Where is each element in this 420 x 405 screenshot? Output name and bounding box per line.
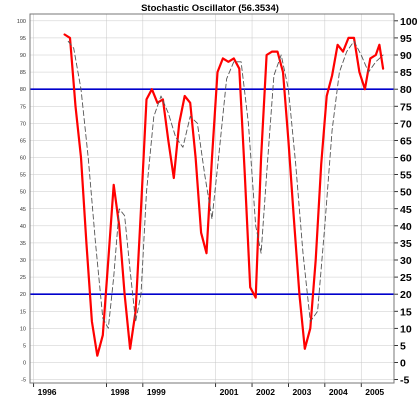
x-tick-label: 1996 <box>38 387 57 397</box>
x-axis: 1996 1998 1999 2001 2002 2003 2004 2005 <box>38 387 385 397</box>
y-tick-label-right: 15 <box>400 306 412 318</box>
y-tick-label-right: 0 <box>400 358 406 370</box>
y-tick-label-right: 35 <box>400 238 412 250</box>
x-tick-label: 2001 <box>220 387 239 397</box>
y-tick-label-right: 40 <box>400 221 412 233</box>
y-tick-label-left: 95 <box>20 36 26 42</box>
y-tick-label-left: 100 <box>17 19 26 25</box>
series-layer <box>63 33 385 357</box>
x-tick-label: 2005 <box>365 387 384 397</box>
x-tick-label: 2002 <box>256 387 275 397</box>
y-tick-label-right: 70 <box>400 118 412 130</box>
chart-title: Stochastic Oscillator (56.3534) <box>141 3 279 14</box>
y-tick-label-left: 70 <box>20 121 26 127</box>
y-tick-label-left: 90 <box>20 53 26 59</box>
y-tick-label-left: 25 <box>20 275 26 281</box>
y-tick-label-left: 65 <box>20 138 26 144</box>
y-tick-label-left: 15 <box>20 309 26 315</box>
y-tick-label-left: -5 <box>21 378 26 384</box>
y-tick-label-right: 45 <box>400 204 412 216</box>
signal-line <box>67 40 384 329</box>
y-tick-label-left: 60 <box>20 156 26 162</box>
y-tick-label-left: 0 <box>23 361 26 367</box>
x-tick-label: 2004 <box>329 387 348 397</box>
y-tick-label-left: 30 <box>20 258 26 264</box>
y-tick-label-left: 35 <box>20 241 26 247</box>
y-tick-label-left: 5 <box>23 343 26 349</box>
y-tick-label-right: -5 <box>400 375 409 387</box>
plot-frame <box>29 13 395 384</box>
y-tick-label-right: 30 <box>400 255 412 267</box>
y-tick-label-left: 50 <box>20 190 26 196</box>
y-tick-label-right: 85 <box>400 67 412 79</box>
y-tick-label-right: 25 <box>400 272 412 284</box>
y-tick-label-right: 75 <box>400 101 412 113</box>
y-tick-label-left: 55 <box>20 173 26 179</box>
y-tick-label-left: 75 <box>20 104 26 110</box>
y-tick-label-right: 55 <box>400 170 412 182</box>
y-tick-label-right: 90 <box>400 50 412 62</box>
y-tick-label-right: 100 <box>400 16 418 28</box>
y-tick-label-left: 45 <box>20 207 26 213</box>
y-tick-label-right: 60 <box>400 153 412 165</box>
x-tick-label: 1999 <box>147 387 166 397</box>
y-tick-label-left: 85 <box>20 70 26 76</box>
y-tick-label-right: 5 <box>400 340 406 352</box>
y-tick-label-right: 50 <box>400 187 412 199</box>
y-axis-right: -5 0 5 10 15 20 25 30 35 40 45 50 55 60 65 70 75 80 85 90 95… <box>400 16 418 387</box>
y-axis-left: -5 0 5 10 15 20 25 30 35 40 45 50 55 60 65 70 75 80 85 90 95… <box>17 19 26 384</box>
y-tick-label-right: 20 <box>400 289 412 301</box>
y-tick-label-left: 10 <box>20 326 26 332</box>
y-tick-label-left: 20 <box>20 292 26 298</box>
y-tick-label-right: 10 <box>400 323 412 335</box>
y-tick-label-right: 65 <box>400 135 412 147</box>
x-tick-label: 2003 <box>292 387 311 397</box>
x-tick-label: 1998 <box>110 387 129 397</box>
y-tick-label-right: 80 <box>400 84 412 96</box>
y-tick-label-left: 40 <box>20 224 26 230</box>
y-tick-label-right: 95 <box>400 33 412 45</box>
y-tick-label-left: 80 <box>20 87 26 93</box>
